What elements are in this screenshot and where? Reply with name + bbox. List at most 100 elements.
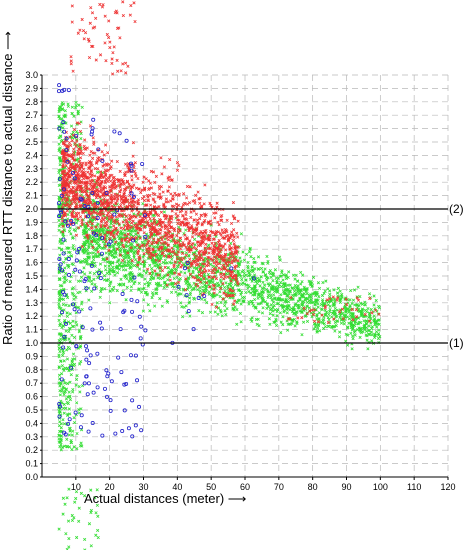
data-point [94,196,99,200]
data-point [196,190,200,194]
data-point [364,329,369,333]
data-point [299,282,303,286]
data-point [208,310,213,314]
data-point [242,271,246,275]
data-point [85,392,90,397]
data-point [218,260,222,264]
data-point [352,288,357,292]
data-point [61,512,65,516]
data-point [340,295,344,299]
data-point [96,535,100,540]
data-point [64,256,68,261]
data-point [251,268,255,272]
data-point [339,321,344,325]
data-point [79,275,84,279]
data-point [87,262,91,266]
data-point [281,315,285,319]
data-point [163,226,167,231]
data-point [65,311,69,315]
data-point [123,256,127,260]
data-point [249,255,253,259]
data-point [202,202,206,206]
data-point [191,271,195,275]
data-point [57,373,62,377]
y-tick-label: 2.9 [25,83,38,93]
data-point [101,164,105,168]
data-point [58,163,62,167]
y-tick-label: 2.4 [25,150,38,160]
data-point [71,130,75,134]
data-point [334,324,338,328]
data-point [169,192,173,196]
data-point [143,282,147,286]
data-point [98,245,102,250]
data-point [121,62,125,66]
data-point [102,197,106,201]
data-point [323,325,328,329]
data-point [119,370,124,375]
data-point [270,298,274,302]
data-point [79,413,84,418]
data-point [58,445,62,449]
y-tick-label: 0.5 [25,405,38,415]
data-point [127,279,131,283]
data-point [71,429,75,433]
data-point [84,161,88,165]
data-point [353,321,357,325]
data-point [67,337,71,341]
data-point [154,282,158,286]
data-point [84,357,89,362]
data-point [57,343,61,347]
data-point [57,527,61,531]
data-point [170,261,174,265]
data-point [70,333,74,337]
data-point [77,506,81,510]
data-point [140,240,144,244]
data-point [86,429,91,434]
data-point [111,288,115,292]
data-point [236,219,240,223]
data-point [118,185,122,189]
data-point [184,196,189,200]
data-point [356,285,360,289]
data-point [217,266,221,270]
data-point [78,362,82,366]
data-point [320,293,325,298]
data-point [200,311,205,315]
data-point [142,175,146,179]
data-point [241,250,245,254]
data-point [101,3,105,7]
data-point [124,298,128,302]
data-point [328,307,332,312]
data-point [72,416,76,420]
data-point [316,323,321,328]
y-tick-label: 2.6 [25,124,38,134]
data-point [360,302,365,306]
data-point [91,117,96,122]
data-point [134,232,138,236]
data-point [148,217,152,221]
data-point [69,55,73,59]
data-point [90,282,94,286]
data-point [61,297,66,301]
data-point [246,260,250,265]
data-point [263,283,267,287]
data-point [103,41,107,45]
data-point [104,368,109,373]
data-point [279,331,283,335]
data-point [338,289,342,293]
data-point [120,291,125,296]
data-point [229,241,233,245]
data-point [219,300,223,305]
data-point [211,264,215,268]
data-point [107,35,111,40]
data-point [181,241,185,245]
data-point [87,361,92,366]
data-point [77,269,82,274]
data-point [296,306,300,310]
data-point [86,170,90,174]
data-point [77,328,81,332]
data-point [207,268,211,273]
data-point [115,289,119,293]
x-axis-title: Actual distances (meter) ⟶ [84,491,246,506]
